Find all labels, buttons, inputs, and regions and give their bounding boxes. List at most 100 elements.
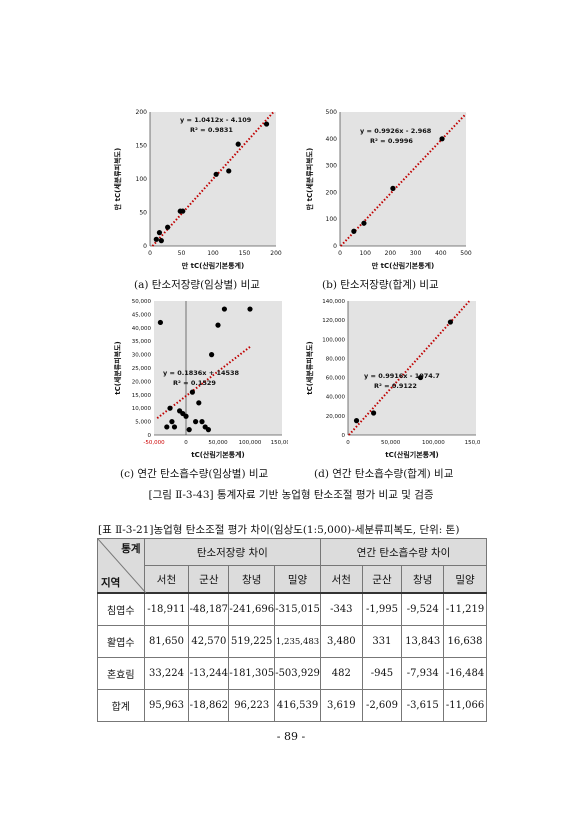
y-tick-label: 5,000 [135, 420, 151, 426]
y-tick-label: 100 [136, 176, 148, 183]
row-label: 합계 [97, 689, 145, 722]
r-squared: R² = 0.9831 [190, 126, 233, 134]
region-header: 서천 [143, 565, 190, 594]
trend-equation: y = 0.1836x + 14538 [163, 369, 240, 377]
x-tick-label: 0 [346, 440, 350, 446]
x-tick-label: 50 [178, 250, 186, 257]
data-point [215, 322, 221, 328]
region-header: 밀양 [443, 565, 487, 594]
table-row: 혼효림 33,224 -13,244 -181,305 -503,929 482 -945-… [97, 657, 487, 690]
y-tick-label: 50 [139, 210, 147, 217]
row-label: 침엽수 [97, 592, 145, 626]
data-point [221, 306, 227, 312]
data-point [157, 319, 163, 326]
chart-a: 0 50 100 150 200 0 50 100 150 200 만 tC(산림기본통계) 만 tC… [113, 109, 282, 270]
x-tick-label: 150,000 [271, 440, 288, 446]
table-cell: 3,619 [320, 689, 363, 722]
caption-c: (c) 연간 탄소흡수량(임상별) 비교 [120, 468, 269, 480]
data-point [235, 141, 241, 147]
chart-d: 0 50,000 100,000 150,000 0 20,000 40,000 60,000… [305, 299, 480, 459]
data-point [447, 319, 453, 325]
data-point [165, 224, 171, 230]
x-tick-label: 100 [359, 250, 371, 257]
trend-equation: y = 0.9926x - 2.968 [360, 127, 432, 135]
data-point [439, 136, 445, 142]
data-point [171, 424, 178, 430]
table-cell: -181,305 [228, 657, 276, 690]
y-tick-label: 40,000 [326, 395, 346, 401]
table-cell: -343 [320, 592, 363, 626]
data-point [209, 352, 215, 358]
data-point [353, 418, 360, 424]
y-tick-label: 150 [136, 143, 148, 150]
chart-c: -50,000050,000100,000150,00005,00010,000… [113, 299, 288, 459]
table-corner: 통계 지역 [97, 538, 146, 594]
y-axis-label: tC(세분류피복도) [113, 341, 122, 395]
table-cell: -503,929 [274, 657, 322, 690]
table-cell: -18,862 [188, 689, 230, 722]
data-point [196, 400, 202, 406]
plot-area [150, 112, 276, 246]
x-axis-label: 만 tC(산림기본통계) [182, 261, 244, 270]
x-tick-label: 200 [270, 250, 282, 257]
table-cell: 13,843 [401, 625, 445, 658]
x-tick-label: 500 [460, 250, 472, 257]
r-squared: R² = 0.9996 [370, 137, 413, 145]
y-tick-label: 100,000 [322, 337, 345, 343]
x-tick-label: 50,000 [381, 440, 401, 446]
table-cell: -11,219 [443, 592, 487, 626]
diff-table: 통계 지역 탄소저장량 차이 연간 탄소흡수량 차이 서천 군산 창녕 밀양 서천 군산 창… [97, 538, 487, 722]
table-cell: -18,911 [143, 592, 190, 626]
table-cell: 81,650 [143, 625, 190, 658]
y-tick-label: 400 [326, 136, 338, 143]
data-point [263, 121, 270, 127]
y-axis-label: 만 tC(세분류피복도) [113, 148, 122, 210]
x-tick-label: 100,000 [239, 440, 262, 446]
table-cell: 33,224 [143, 657, 190, 690]
table-cell: -315,015 [274, 592, 322, 626]
y-tick-label: 40,000 [132, 326, 152, 332]
region-header: 군산 [188, 565, 230, 594]
data-point [417, 374, 424, 381]
region-header-row: 서천 군산 창녕 밀양 서천 군산 창녕 밀양 [98, 565, 487, 594]
data-point [390, 185, 396, 191]
x-tick-label: 400 [435, 250, 447, 257]
x-tick-label: 100 [207, 250, 219, 257]
table-cell: 95,963 [143, 689, 190, 722]
y-tick-label: 0 [143, 243, 147, 250]
data-point [186, 427, 192, 433]
r-squared: R² = 0.9122 [374, 382, 417, 390]
table-cell: 1,235,483 [274, 625, 322, 658]
data-point [199, 419, 205, 425]
y-tick-label: 20,000 [132, 379, 152, 385]
region-header: 밀양 [274, 565, 322, 594]
table-cell: -9,524 [401, 592, 445, 626]
chart-b: 0 100 200 300 400 500 0 100 200 300 400 500 만 tC(산림기… [305, 109, 472, 270]
table-row: 합계 95,963 -18,862 96,223 416,539 3,619 -2,609-… [97, 689, 487, 722]
x-tick-label: 200 [385, 250, 397, 257]
data-point [169, 419, 175, 425]
y-tick-label: 140,000 [322, 299, 345, 305]
page-number: - 89 - [276, 730, 306, 743]
y-tick-label: 200 [326, 189, 338, 196]
plot-area [348, 301, 476, 435]
row-label: 혼효림 [97, 657, 145, 690]
corner-bottom-label: 지역 [101, 577, 121, 589]
x-tick-label: 150 [239, 250, 251, 257]
y-tick-label: 80,000 [326, 356, 346, 362]
data-point [351, 228, 357, 234]
caption-d: (d) 연간 탄소흡수량(합계) 비교 [314, 468, 454, 480]
r-squared: R² = 0.1529 [173, 379, 216, 387]
data-point [158, 238, 164, 244]
data-point [164, 424, 170, 430]
x-tick-label: 150,000 [465, 440, 480, 446]
x-axis-label: tC(산림기본통계) [191, 450, 245, 459]
y-tick-label: 0 [333, 243, 337, 250]
data-point [156, 230, 163, 236]
corner-top-label: 통계 [121, 543, 141, 555]
x-tick-label: 0 [338, 250, 342, 257]
y-axis-label: tC(세분류피복도) [305, 341, 314, 395]
data-point [226, 168, 232, 174]
y-tick-label: 50,000 [132, 299, 152, 305]
y-tick-label: 120,000 [322, 318, 345, 324]
